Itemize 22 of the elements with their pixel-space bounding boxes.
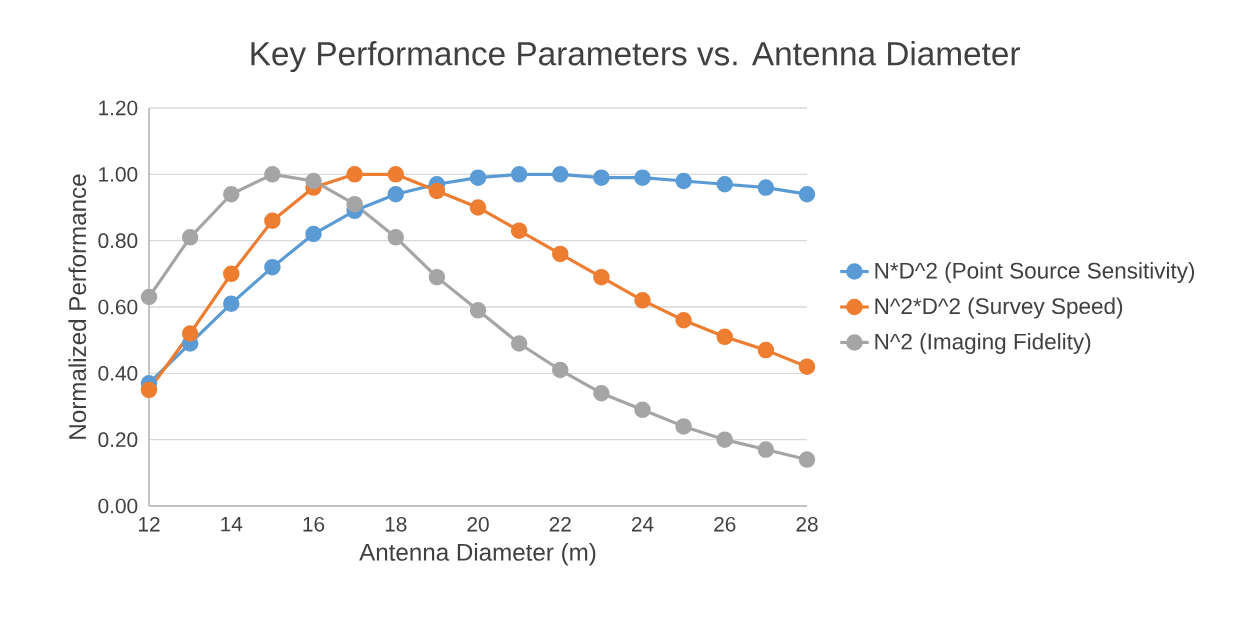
x-tick-label: 26 — [714, 516, 736, 532]
legend-label: N^2*D^2 (Survey Speed) — [875, 297, 1123, 319]
y-tick-label: 1.00 — [99, 166, 138, 182]
y-tick-label: 0.00 — [98, 498, 138, 514]
legend-label: N^2 (Imaging Fidelity) — [875, 333, 1091, 355]
y-tick-label: 0.80 — [98, 233, 138, 249]
y-tick-label: 0.60 — [98, 299, 138, 315]
x-tick-label: 28 — [796, 516, 818, 532]
x-tick-label: 18 — [385, 516, 407, 532]
x-tick-label: 16 — [303, 516, 325, 532]
x-tick-label: 24 — [631, 516, 654, 532]
x-axis-title: Antenna Diameter (m) — [359, 543, 596, 566]
y-tick-label: 0.40 — [98, 365, 138, 381]
x-tick-label: 20 — [467, 516, 489, 532]
y-axis-title: Normalized Performance — [68, 174, 87, 439]
x-tick-label: 14 — [221, 516, 243, 532]
y-tick-label: 0.20 — [98, 432, 138, 448]
chart-title: Key Performance Parameters vs. Antenna Diameter — [251, 41, 1020, 73]
y-tick-label: 1.20 — [99, 100, 138, 116]
x-tick-label: 22 — [549, 516, 571, 532]
x-tick-label: 12 — [139, 516, 160, 532]
legend-label: N*D^2 (Point Source Sensitivity) — [875, 262, 1195, 284]
